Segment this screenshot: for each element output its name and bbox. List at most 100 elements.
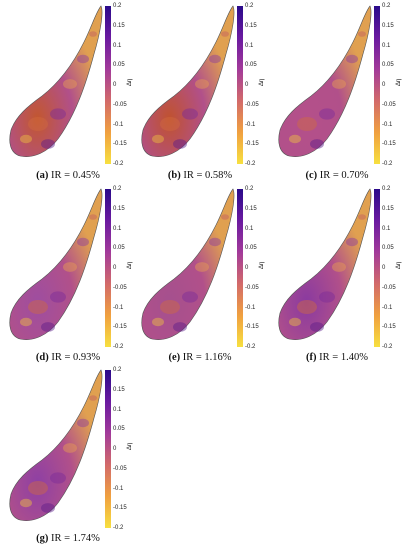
blade-contour-plot <box>278 188 380 347</box>
colorbar <box>237 189 243 347</box>
colorbar-tick-label: 0.05 <box>113 426 125 433</box>
colorbar-label: Δη <box>127 78 133 86</box>
contour-region <box>209 54 221 64</box>
colorbar-tick-label: -0.05 <box>113 101 127 108</box>
subfigure-panel: 0.2 0.15 0.1 0.05 0 -0.05 -0.1 -0.15 -0.2 Δη <box>277 186 402 367</box>
contour-region <box>41 139 55 149</box>
contour-region <box>152 317 164 327</box>
blade-contour-plot <box>278 5 380 164</box>
colorbar-tick-label: -0.2 <box>245 161 256 167</box>
contour-region <box>28 481 48 495</box>
contour-region <box>358 31 366 37</box>
subfigure-letter: (f) <box>306 352 317 363</box>
subfigure-ir-value: IR = 1.16% <box>180 352 232 363</box>
colorbar-tick-label: 0.05 <box>382 62 394 69</box>
colorbar-tick-label: -0.15 <box>113 141 127 148</box>
colorbar-tick-label: -0.1 <box>382 304 393 311</box>
blade-surface <box>141 5 235 157</box>
subfigure-caption: (e) IR = 1.16% <box>130 352 270 363</box>
contour-region <box>289 134 301 144</box>
subfigure-panel: 0.2 0.15 0.1 0.05 0 -0.05 -0.1 -0.15 -0.2 Δη <box>140 3 265 184</box>
contour-region <box>41 503 55 513</box>
contour-region <box>173 322 187 332</box>
colorbar-tick-label: 0.1 <box>113 406 122 413</box>
colorbar-tick-label: -0.1 <box>382 121 393 128</box>
colorbar-tick-label: 0.1 <box>245 225 254 232</box>
blade-surface <box>141 188 235 340</box>
subfigure-ir-value: IR = 0.70% <box>317 170 369 181</box>
contour-region <box>63 262 77 272</box>
colorbar-tick-label: 0.15 <box>113 386 125 393</box>
colorbar-tick-label: 0.15 <box>113 205 125 212</box>
colorbar-tick-label: 0 <box>113 265 117 271</box>
colorbar-tick-label: -0.2 <box>113 161 124 167</box>
colorbar-tick-label: 0 <box>113 82 117 88</box>
contour-region <box>182 108 198 120</box>
colorbar-label: Δη <box>259 78 265 86</box>
subfigure-caption: (a) IR = 0.45% <box>0 170 138 181</box>
contour-region <box>209 237 221 247</box>
subfigure-ir-value: IR = 1.74% <box>48 533 100 544</box>
contour-region <box>20 498 32 508</box>
contour-region <box>89 214 97 220</box>
colorbar-tick-label: -0.05 <box>382 101 396 108</box>
subfigure-caption: (c) IR = 0.70% <box>267 170 407 181</box>
colorbar-tick-label: 0.2 <box>113 367 122 373</box>
contour-region <box>332 262 346 272</box>
colorbar-tick-label: 0.2 <box>245 3 254 9</box>
colorbar <box>105 6 111 164</box>
blade-contour-plot <box>9 5 111 164</box>
colorbar-tick-label: -0.15 <box>113 505 127 512</box>
colorbar-tick-label: 0.1 <box>245 42 254 49</box>
subfigure-letter: (d) <box>35 352 49 363</box>
subfigure-ir-value: IR = 0.45% <box>48 170 100 181</box>
colorbar-tick-label: -0.1 <box>245 121 256 128</box>
colorbar-tick-label: 0 <box>382 265 386 271</box>
colorbar <box>105 370 111 528</box>
colorbar-tick-label: 0.2 <box>113 186 122 192</box>
contour-region <box>310 139 324 149</box>
colorbar <box>374 189 380 347</box>
contour-region <box>77 418 89 428</box>
contour-region <box>221 31 229 37</box>
colorbar-tick-label: 0.05 <box>113 62 125 69</box>
colorbar-tick-label: 0 <box>382 82 386 88</box>
colorbar-tick-label: 0.2 <box>382 3 391 9</box>
colorbar-tick-label: -0.05 <box>113 465 127 472</box>
colorbar-tick-label: -0.1 <box>245 304 256 311</box>
blade-contour-plot <box>9 188 111 347</box>
contour-region <box>20 134 32 144</box>
colorbar-tick-label: 0.2 <box>245 186 254 192</box>
colorbar-tick-label: -0.15 <box>245 324 259 331</box>
colorbar <box>374 6 380 164</box>
contour-region <box>50 108 66 120</box>
contour-region <box>89 31 97 37</box>
subfigure-caption: (g) IR = 1.74% <box>0 533 138 544</box>
subfigure-ir-value: IR = 0.93% <box>48 352 101 363</box>
colorbar-label: Δη <box>396 261 402 269</box>
colorbar-tick-label: 0.05 <box>382 245 394 252</box>
colorbar-tick-label: 0.2 <box>113 3 122 9</box>
contour-region <box>332 79 346 89</box>
subfigure-caption: (d) IR = 0.93% <box>0 352 138 363</box>
contour-region <box>310 322 324 332</box>
contour-region <box>297 117 317 131</box>
colorbar-tick-label: -0.2 <box>245 344 256 350</box>
contour-region <box>50 472 66 484</box>
subfigure-letter: (b) <box>167 170 181 181</box>
contour-region <box>160 117 180 131</box>
blade-surface <box>9 5 103 157</box>
blade-surface <box>9 369 103 521</box>
contour-region <box>63 443 77 453</box>
colorbar-tick-label: -0.1 <box>113 485 124 492</box>
colorbar-tick-label: 0 <box>245 82 249 88</box>
colorbar-tick-label: 0.05 <box>245 62 257 69</box>
colorbar-tick-label: 0.1 <box>382 42 391 49</box>
colorbar-tick-label: 0.05 <box>245 245 257 252</box>
contour-region <box>319 291 335 303</box>
colorbar-tick-label: 0.05 <box>113 245 125 252</box>
colorbar <box>105 189 111 347</box>
colorbar-tick-label: 0.15 <box>382 22 394 29</box>
contour-region <box>63 79 77 89</box>
contour-region <box>152 134 164 144</box>
